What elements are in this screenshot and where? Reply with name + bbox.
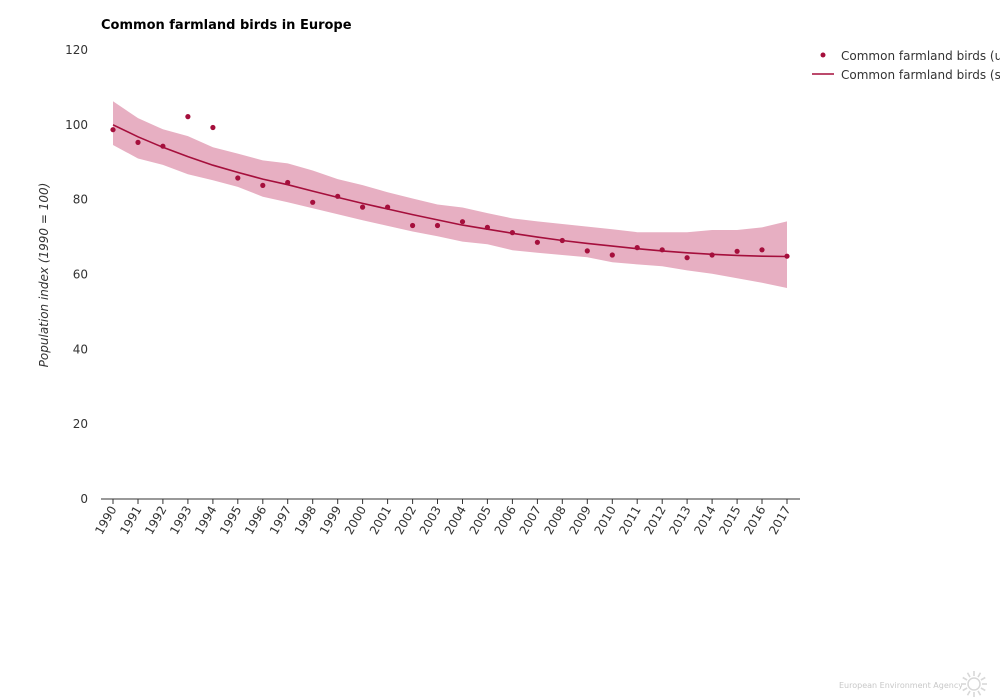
logo-ray: [977, 672, 982, 678]
data-point[interactable]: [210, 124, 216, 131]
data-point[interactable]: [285, 179, 291, 186]
data-point[interactable]: [534, 239, 541, 245]
data-point[interactable]: [609, 252, 615, 258]
eea-credit-text: European Environment Agency: [839, 681, 963, 690]
x-tick-label: 2017: [766, 504, 793, 537]
legend-item-line[interactable]: Common farmland birds (s: [812, 68, 1000, 82]
logo-ray: [980, 676, 986, 681]
y-axis-title: Population index (1990 = 100): [37, 183, 51, 368]
y-tick-label: 40: [73, 342, 88, 356]
logo-ray: [962, 687, 968, 692]
x-tick-label: 1996: [242, 504, 269, 537]
data-point[interactable]: [734, 248, 740, 254]
eea-credit: European Environment Agency: [839, 671, 987, 697]
data-point[interactable]: [659, 247, 665, 253]
y-tick-label: 20: [73, 417, 88, 431]
x-tick-label: 2006: [492, 504, 519, 537]
logo-ray: [980, 687, 986, 692]
data-point[interactable]: [185, 114, 191, 120]
x-tick-label: 2008: [542, 504, 569, 537]
chart-title: Common farmland birds in Europe: [101, 18, 352, 33]
data-point[interactable]: [559, 237, 565, 244]
x-tick-label: 1993: [167, 504, 194, 537]
confidence-band: [113, 101, 787, 288]
x-tick-label: 2014: [691, 504, 718, 537]
x-tick-label: 1992: [142, 504, 169, 537]
x-tick-label: 1991: [117, 504, 144, 537]
data-point[interactable]: [410, 222, 416, 229]
legend-label-points: Common farmland birds (u: [841, 49, 1000, 63]
y-axis: 0 20 40 60 80 100 120: [65, 43, 88, 506]
y-tick-label: 120: [65, 43, 88, 57]
data-point[interactable]: [310, 199, 316, 205]
data-point[interactable]: [784, 253, 790, 259]
x-tick-label: 2007: [517, 504, 544, 537]
data-point[interactable]: [260, 182, 266, 188]
x-tick-label: 2002: [392, 504, 419, 537]
data-point[interactable]: [360, 204, 366, 210]
legend: Common farmland birds (u Common farmland…: [812, 49, 1000, 82]
y-tick-label: 80: [73, 193, 88, 207]
x-tick-label: 2011: [616, 504, 643, 537]
data-point[interactable]: [759, 247, 765, 253]
x-tick-label: 2005: [467, 504, 494, 537]
x-tick-label: 2010: [592, 504, 619, 537]
x-tick-label: 2013: [666, 504, 693, 537]
trend-line-layer: [112, 124, 788, 258]
data-point[interactable]: [684, 255, 690, 261]
data-point[interactable]: [385, 204, 391, 210]
x-tick-label: 1997: [267, 504, 294, 537]
plot-area: [110, 101, 790, 288]
eea-logo-icon: [961, 671, 987, 697]
x-tick-label: 2000: [342, 504, 369, 537]
data-point[interactable]: [335, 193, 341, 199]
data-point[interactable]: [584, 248, 590, 254]
y-tick-label: 60: [73, 268, 88, 282]
data-point[interactable]: [235, 175, 241, 181]
x-tick-label: 1998: [292, 504, 319, 537]
data-point[interactable]: [709, 252, 715, 258]
data-point[interactable]: [434, 222, 441, 229]
x-tick-label: 1990: [92, 504, 119, 537]
logo-ray: [962, 676, 968, 681]
logo-ray: [966, 672, 971, 678]
x-axis: 1990199119921993199419951996199719981999…: [92, 498, 800, 537]
x-tick-label: 2016: [741, 504, 768, 537]
logo-ray: [966, 690, 971, 696]
x-tick-label: 2001: [367, 504, 394, 537]
data-points-layer: [110, 114, 790, 261]
x-tick-label: 2015: [716, 504, 743, 537]
data-point[interactable]: [634, 245, 640, 251]
y-tick-label: 100: [65, 118, 88, 132]
y-tick-label: 0: [80, 492, 88, 506]
x-tick-label: 1999: [317, 504, 344, 537]
x-tick-label: 2003: [417, 504, 444, 537]
data-point[interactable]: [160, 143, 166, 149]
legend-item-points[interactable]: Common farmland birds (u: [820, 49, 1000, 63]
x-tick-label: 2009: [567, 504, 594, 537]
trend-line: [112, 124, 788, 258]
legend-point-swatch: [820, 52, 826, 58]
data-point[interactable]: [110, 127, 116, 133]
data-point[interactable]: [459, 219, 466, 225]
x-tick-label: 2004: [442, 504, 469, 537]
x-tick-label: 1994: [192, 504, 219, 537]
logo-ray: [977, 690, 982, 696]
x-tick-label: 1995: [217, 504, 244, 537]
legend-label-line: Common farmland birds (s: [841, 68, 1000, 82]
data-point[interactable]: [135, 139, 141, 145]
data-point[interactable]: [484, 224, 490, 230]
data-point[interactable]: [509, 230, 515, 236]
confidence-band-layer: [113, 101, 787, 288]
x-tick-label: 2012: [641, 504, 668, 537]
